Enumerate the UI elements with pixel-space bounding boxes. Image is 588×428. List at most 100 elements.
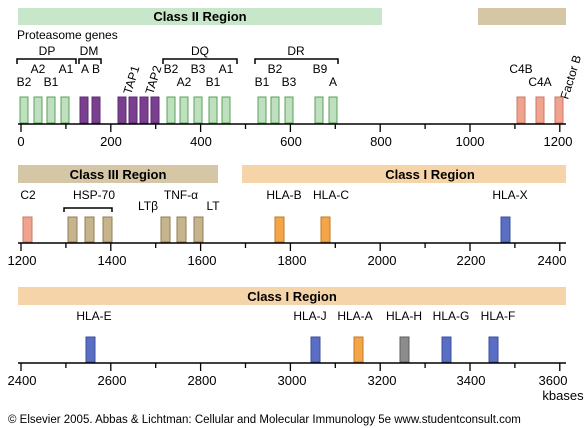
gene-label-dr-b9: B9 bbox=[313, 62, 328, 76]
gene-label-c2: C2 bbox=[20, 188, 36, 202]
gene-box-dp-b2 bbox=[19, 96, 29, 124]
gene-box-lt bbox=[193, 216, 204, 243]
gene-label-hla-a: HLA-A bbox=[337, 309, 372, 323]
gene-box-proteasome-1 bbox=[117, 96, 127, 124]
tick-label-row1-600: 600 bbox=[280, 134, 302, 149]
gene-box-tap1 bbox=[128, 96, 138, 124]
gene-label-hla-h: HLA-H bbox=[386, 309, 422, 323]
class2-region-bar bbox=[18, 8, 382, 25]
gene-label-c4a: C4A bbox=[528, 75, 551, 89]
class3-region-label: Class III Region bbox=[70, 167, 167, 182]
gene-label-tnfa: TNF-α bbox=[164, 188, 198, 202]
gene-box-hla-g bbox=[441, 336, 452, 363]
gene-box-dq-b1 bbox=[208, 96, 218, 124]
tick-label-row1-200: 200 bbox=[100, 134, 122, 149]
proteasome-genes-label: Proteasome genes bbox=[17, 28, 118, 42]
gene-box-dp-a1 bbox=[60, 96, 70, 124]
gene-label-hla-b: HLA-B bbox=[266, 188, 301, 202]
tick-label-row2-1600: 1600 bbox=[188, 253, 217, 268]
tick-label-row3-3400: 3400 bbox=[457, 373, 486, 388]
tick-label-row1-800: 800 bbox=[370, 134, 392, 149]
row1-gene-boxes bbox=[19, 96, 564, 124]
gene-box-hla-x bbox=[500, 216, 511, 243]
gene-label-hsp70: HSP-70 bbox=[73, 188, 115, 202]
tick-label-row3-3200: 3200 bbox=[368, 373, 397, 388]
class1-region-bar-row2 bbox=[242, 165, 566, 183]
gene-box-dr-a bbox=[328, 96, 338, 124]
bracket-dm bbox=[78, 58, 102, 64]
gene-label-lt: LT bbox=[206, 199, 220, 213]
gene-box-c4b bbox=[516, 96, 526, 124]
gene-box-ltb bbox=[160, 216, 171, 243]
group-label-dm: DM bbox=[80, 44, 99, 58]
gene-box-factor-b bbox=[554, 96, 564, 124]
gene-label-ltb: LTβ bbox=[138, 199, 158, 213]
gene-label-dp-a1: A1 bbox=[59, 62, 74, 76]
axis-ticks-row2 bbox=[20, 243, 561, 251]
gene-label-hla-g: HLA-G bbox=[433, 309, 470, 323]
gene-label-dr-a: A bbox=[329, 75, 337, 89]
gene-box-hla-b bbox=[274, 216, 285, 243]
tick-label-row1-1200: 1200 bbox=[544, 134, 573, 149]
tick-label-row1-0: 0 bbox=[17, 134, 24, 149]
tick-label-row2-2200: 2200 bbox=[457, 253, 486, 268]
bracket-dp bbox=[16, 58, 77, 64]
gene-box-dm-b bbox=[91, 96, 101, 124]
axis-ticks-row3 bbox=[20, 363, 561, 371]
gene-box-hla-h bbox=[399, 336, 410, 363]
axis-unit-label: kbases bbox=[542, 388, 584, 403]
gene-label-dr-b3: B3 bbox=[282, 75, 297, 89]
class3-region-bar bbox=[18, 165, 218, 183]
tick-label-row3-3600: 3600 bbox=[539, 373, 568, 388]
gene-label-dm-b: B bbox=[92, 62, 100, 76]
gene-label-hla-j: HLA-J bbox=[293, 309, 326, 323]
gene-label-tap1: TAP1 bbox=[120, 64, 142, 96]
gene-box-c2 bbox=[22, 216, 33, 243]
tick-label-row1-1000: 1000 bbox=[456, 134, 485, 149]
gene-box-dq-a1 bbox=[221, 96, 231, 124]
gene-box-proteasome-2 bbox=[139, 96, 149, 124]
gene-label-dq-b3: B3 bbox=[191, 62, 206, 76]
tick-label-row2-2400: 2400 bbox=[538, 253, 567, 268]
gene-box-dq-a2 bbox=[179, 96, 189, 124]
gene-box-dq-b3 bbox=[193, 96, 203, 124]
tick-label-row3-2600: 2600 bbox=[98, 373, 127, 388]
tick-label-row2-1800: 1800 bbox=[278, 253, 307, 268]
bracket-dq bbox=[162, 58, 238, 64]
gene-label-dq-a2: A2 bbox=[177, 75, 192, 89]
tick-label-row3-2400: 2400 bbox=[8, 373, 37, 388]
gene-box-hla-c bbox=[320, 216, 331, 243]
class1-region-label-row3: Class I Region bbox=[247, 289, 337, 304]
gene-box-tap2 bbox=[150, 96, 160, 124]
gene-label-dq-a1: A1 bbox=[219, 62, 234, 76]
class2-region-label: Class II Region bbox=[153, 9, 246, 24]
copyright-footer: © Elsevier 2005. Abbas & Lichtman: Cellu… bbox=[8, 414, 521, 426]
gene-box-hla-j bbox=[310, 336, 321, 363]
gene-label-dr-b2: B2 bbox=[268, 62, 283, 76]
gene-label-tap2: TAP2 bbox=[142, 64, 164, 96]
class1-region-label-row2: Class I Region bbox=[385, 167, 475, 182]
tick-label-row2-1200: 1200 bbox=[8, 253, 37, 268]
group-label-dp: DP bbox=[39, 44, 56, 58]
tick-label-row3-2800: 2800 bbox=[188, 373, 217, 388]
bracket-hsp70 bbox=[63, 207, 113, 212]
tick-label-row1-400: 400 bbox=[190, 134, 212, 149]
gene-label-dq-b1: B1 bbox=[206, 75, 221, 89]
gene-box-dr-b1 bbox=[257, 96, 267, 124]
footer-background bbox=[0, 409, 588, 428]
bracket-dr bbox=[254, 58, 339, 64]
gene-box-hsp70-1 bbox=[67, 216, 78, 243]
gene-box-dq-b2 bbox=[166, 96, 176, 124]
class1-region-bar-row3 bbox=[18, 287, 566, 305]
gene-box-hla-a bbox=[353, 336, 364, 363]
gene-box-tnfa bbox=[176, 216, 187, 243]
gene-label-dr-b1: B1 bbox=[255, 75, 270, 89]
gene-box-dr-b2 bbox=[270, 96, 280, 124]
gene-box-hla-e bbox=[85, 336, 96, 363]
gene-label-dp-a2: A2 bbox=[31, 62, 46, 76]
group-label-dr: DR bbox=[287, 44, 305, 58]
gene-box-hsp70-3 bbox=[102, 216, 113, 243]
gene-label-dp-b1: B1 bbox=[44, 75, 59, 89]
gene-box-dp-a2 bbox=[33, 96, 43, 124]
